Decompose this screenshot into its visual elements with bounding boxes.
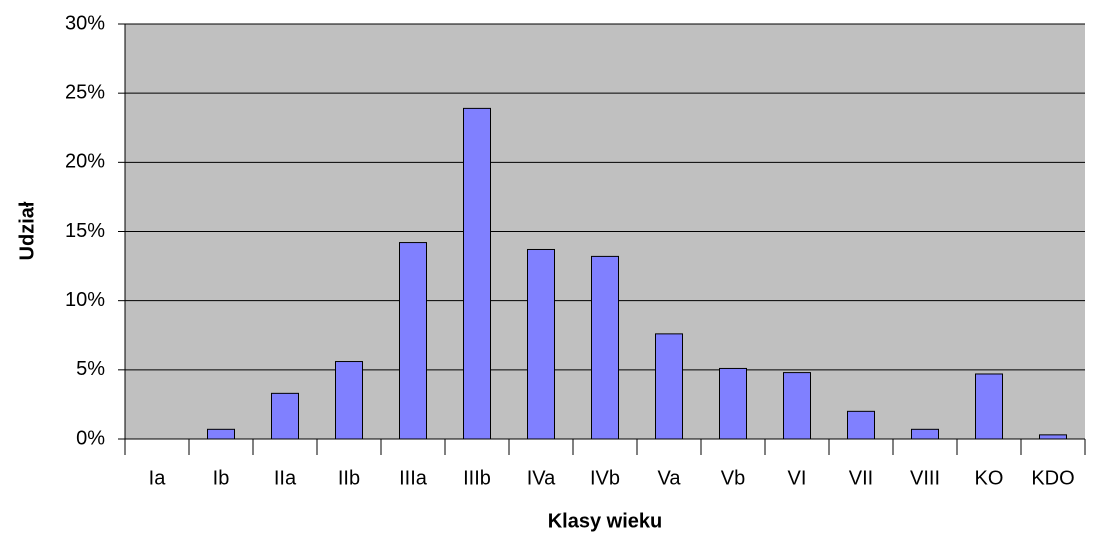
x-tick-label: Va [658,467,682,489]
x-tick-label: KO [975,467,1004,489]
bar [911,428,939,440]
x-tick-label: IIIa [399,467,428,489]
x-tick-label: KDO [1031,467,1074,489]
x-tick-label: VI [788,467,807,489]
y-tick-label: 15% [65,220,105,242]
bar [591,255,619,440]
y-tick-label: 5% [76,358,105,380]
bar [719,367,747,440]
y-tick-label: 0% [76,427,105,449]
bar [1039,434,1067,440]
x-axis-label: Klasy wieku [548,510,663,532]
x-tick-label: Vb [721,467,745,489]
bar [335,361,363,440]
bar [655,333,683,440]
bar [527,248,555,440]
y-axis-label: Udział [16,201,38,260]
x-tick-label: IVa [527,467,556,489]
bar [271,392,299,440]
y-tick-label: 20% [65,151,105,173]
bar [207,428,235,440]
x-tick-label: IIa [274,467,297,489]
bar [847,410,875,440]
y-tick-label: 30% [65,12,105,34]
x-tick-label: Ib [213,467,230,489]
x-tick-label: IIb [338,467,360,489]
x-tick-label: VII [849,467,873,489]
bar [783,372,811,440]
y-tick-label: 25% [65,81,105,103]
y-tick-label: 10% [65,289,105,311]
x-tick-label: Ia [149,467,167,489]
x-tick-label: VIII [910,467,940,489]
x-tick-label: IIIb [463,467,491,489]
bar [975,373,1003,440]
bar [399,242,427,440]
bar [463,107,491,440]
x-tick-label: IVb [590,467,620,489]
